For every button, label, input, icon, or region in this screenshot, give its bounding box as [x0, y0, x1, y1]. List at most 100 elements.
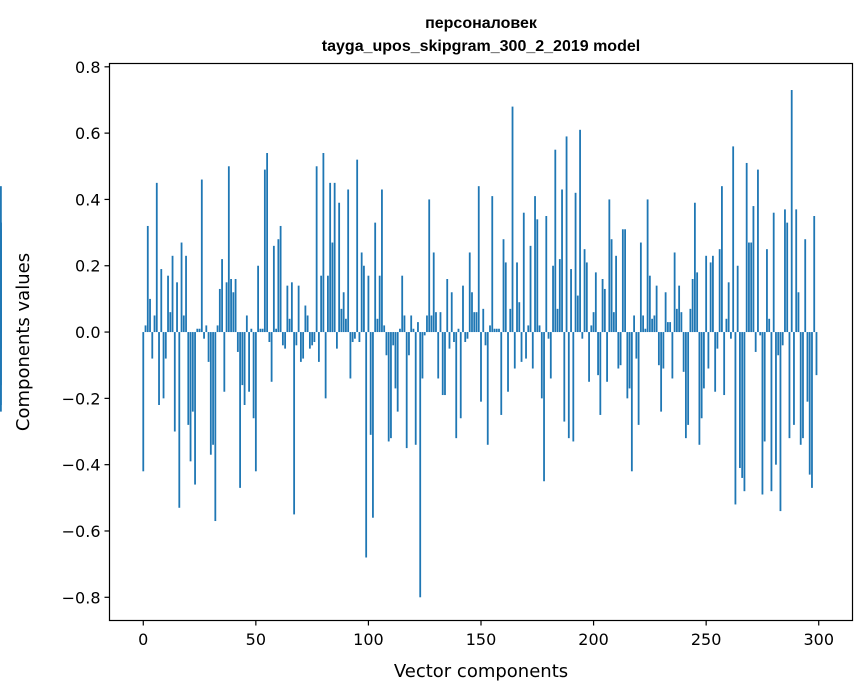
bar-108: [385, 332, 388, 356]
bar-208: [610, 239, 613, 333]
bar-296: [808, 332, 811, 475]
y-tick-label-1: 0.6: [75, 124, 100, 143]
x-axis-label: Vector components: [394, 661, 568, 682]
bar-11: [167, 275, 169, 333]
y-tick-label-6: −0.4: [62, 456, 101, 475]
plot-frame: [108, 62, 854, 622]
x-tick-label-50: 50: [246, 630, 266, 649]
bar-237: [675, 308, 678, 333]
bar-63: [284, 332, 287, 349]
bar-203: [599, 332, 602, 415]
bar-47: [248, 332, 250, 392]
bar-225: [648, 275, 651, 333]
bar-107: [383, 325, 386, 333]
bar-26: [200, 179, 203, 333]
bar-286: [786, 222, 789, 333]
bar-135: [446, 279, 449, 333]
y-axis-label: Components values: [13, 253, 34, 431]
bar-227: [653, 315, 656, 333]
bar-95: [356, 159, 359, 333]
bar-204: [601, 279, 604, 333]
bar-123: [419, 332, 422, 598]
bar-292: [799, 332, 802, 445]
bar-32: [214, 332, 217, 522]
bar-33: [216, 325, 219, 333]
bar-165: [513, 332, 516, 369]
bar-172: [529, 245, 532, 333]
bar-275: [761, 332, 764, 495]
bar-117: [405, 332, 408, 449]
bar-141: [459, 332, 462, 419]
bar-127: [428, 199, 431, 333]
bar-257: [721, 186, 723, 333]
bar-184: [556, 308, 559, 333]
bar-119: [410, 315, 413, 333]
bar-148: [475, 312, 478, 333]
x-tick-label-250: 250: [691, 630, 722, 649]
bar-248: [700, 332, 703, 419]
bar-104: [376, 318, 379, 333]
x-axis-ticks: 0 50 100 150 200 250 300: [138, 620, 834, 649]
bar-255: [716, 332, 719, 349]
bar-101: [369, 332, 372, 435]
bar-10: [164, 332, 167, 359]
bar-133: [441, 332, 444, 396]
bar-276: [763, 332, 766, 442]
bar-246: [696, 272, 699, 333]
bar-58: [272, 245, 275, 333]
bar-29: [207, 332, 210, 362]
bar-271: [752, 206, 755, 333]
bar-149: [477, 186, 480, 333]
bar-256: [718, 249, 721, 333]
bar-group: [0, 90, 818, 598]
bar-159: [500, 332, 503, 415]
bar-160: [502, 239, 505, 333]
bar-59: [275, 328, 278, 333]
bar-268: [745, 162, 748, 333]
bar-121: [414, 332, 417, 445]
bar-80: [322, 153, 325, 333]
bar-43: [239, 332, 241, 488]
bar-50: [254, 332, 257, 472]
bar-169: [522, 212, 525, 333]
bar-167: [518, 302, 521, 333]
bar-125: [423, 332, 426, 336]
bar-21: [189, 332, 192, 462]
bar-155: [491, 196, 494, 333]
bar-38: [227, 166, 230, 333]
bar-77: [315, 166, 318, 333]
bar-106: [381, 189, 383, 333]
bar-37: [225, 282, 228, 333]
x-tick-label-150: 150: [466, 630, 497, 649]
bar-84: [331, 242, 334, 333]
bar-168: [520, 332, 523, 362]
bar-126: [426, 315, 428, 333]
bar-211: [617, 332, 620, 369]
bar-157: [495, 328, 498, 333]
bar-258: [723, 332, 726, 396]
bar-294: [804, 239, 807, 333]
bar-287: [788, 332, 791, 439]
bar-186: [561, 189, 563, 333]
bar-171: [527, 325, 530, 333]
bar-245: [693, 202, 696, 333]
bar-114: [399, 328, 401, 333]
bar-236: [673, 252, 676, 333]
bar-118: [408, 332, 410, 356]
bar-146: [471, 292, 473, 333]
bar-242: [687, 332, 690, 425]
bar-212: [619, 332, 622, 366]
bar-72: [304, 305, 307, 333]
bar-undefined: [0, 222, 2, 333]
bar-150: [480, 332, 482, 402]
bar-30: [209, 332, 212, 455]
bar-180: [547, 332, 550, 339]
bar-247: [698, 332, 701, 445]
bar-234: [669, 322, 672, 333]
bar-166: [516, 262, 518, 333]
bar-46: [245, 315, 248, 333]
bar-201: [594, 272, 597, 333]
bar-244: [691, 279, 694, 333]
x-tick-label-0: 0: [138, 630, 148, 649]
bar-174: [534, 196, 536, 333]
